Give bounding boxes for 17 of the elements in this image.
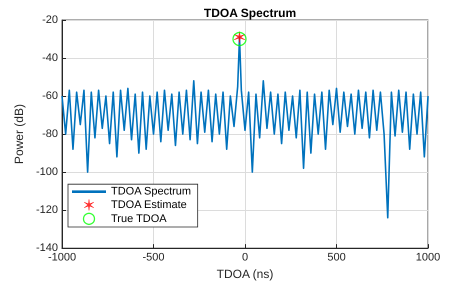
y-tick-label: -60: [42, 90, 58, 102]
x-tick-label: 0: [242, 252, 248, 264]
legend-label: TDOA Estimate: [111, 198, 187, 211]
legend-label: True TDOA: [111, 212, 168, 225]
x-tick-label: -1000: [48, 252, 76, 264]
y-tick-label: -80: [42, 128, 58, 140]
legend-label: TDOA Spectrum: [111, 186, 192, 198]
x-tick-label: 500: [327, 252, 346, 264]
y-axis-title: Power (dB): [12, 104, 26, 164]
y-tick-label: -20: [42, 14, 58, 26]
y-tick-label: -40: [42, 52, 58, 64]
x-tick-label: 1000: [416, 252, 440, 264]
y-tick-label: -120: [36, 204, 58, 216]
y-tick-label: -100: [36, 166, 58, 178]
x-tick-label: -500: [142, 252, 165, 264]
chart-title: TDOA Spectrum: [204, 6, 296, 20]
x-axis-title: TDOA (ns): [216, 267, 274, 281]
